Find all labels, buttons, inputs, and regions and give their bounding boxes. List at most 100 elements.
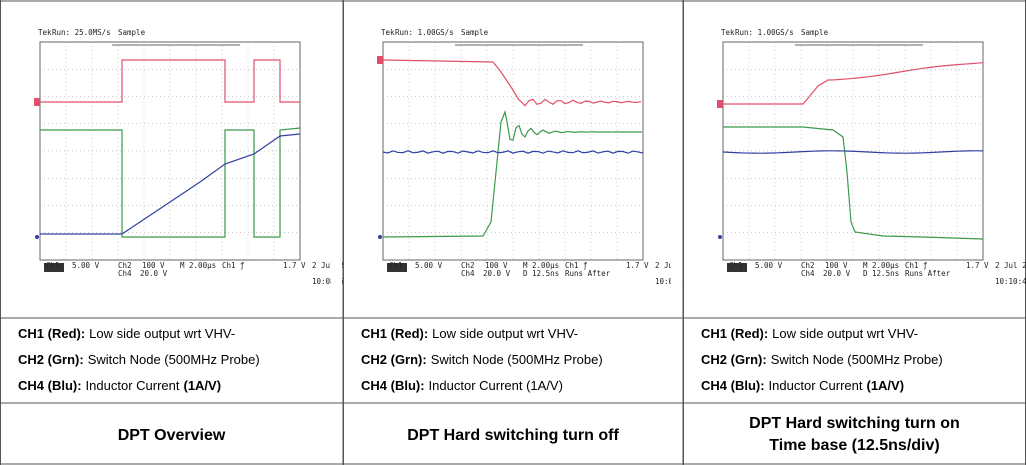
scope-readout: M 2.00µs bbox=[180, 261, 216, 270]
scope-readout: Tek bbox=[721, 28, 735, 37]
scope-readout: 10:10:4 bbox=[995, 277, 1026, 286]
scope-readout: 1.7 V bbox=[966, 261, 989, 270]
scope-readout: 10:08:5 bbox=[312, 277, 344, 286]
legend-label: CH4 (Blu): bbox=[361, 378, 425, 393]
channel-marker bbox=[377, 56, 383, 64]
scope-readout: Ch1 bbox=[389, 261, 403, 270]
legend-text: Low side output wrt VHV- bbox=[432, 326, 578, 341]
scope-readout: 2 Jul 20 bbox=[312, 261, 349, 270]
legend-label: CH2 (Grn): bbox=[361, 352, 427, 367]
trace bbox=[722, 150, 984, 154]
scope-readout: Ch2 bbox=[801, 261, 815, 270]
legend-line: CH1 (Red): Low side output wrt VHV- bbox=[361, 326, 578, 341]
readout-box bbox=[387, 263, 407, 272]
scope-readout: M 2.00µs bbox=[863, 261, 899, 270]
scope-readout: Ch1 ƒ bbox=[222, 261, 245, 270]
legend-note: (1A/V) bbox=[183, 378, 221, 393]
scope-readout: Tek bbox=[38, 28, 52, 37]
channel-marker bbox=[717, 100, 723, 108]
scope-readout: Run: 25.0MS/s bbox=[52, 28, 111, 37]
scope-readout: 20.0 V bbox=[483, 269, 511, 278]
scope-readout: Ch2 bbox=[118, 261, 132, 270]
scope-readout: Ch1 ƒ bbox=[905, 261, 928, 270]
legend-label: CH1 (Red): bbox=[361, 326, 428, 341]
scope-readout: Ch4 bbox=[801, 269, 815, 278]
legend-text: Switch Node (500MHz Probe) bbox=[88, 352, 260, 367]
scope-readout: Run: 1.00GS/s bbox=[735, 28, 794, 37]
readout-box bbox=[727, 263, 747, 272]
scope-readout: 1.7 V bbox=[283, 261, 306, 270]
column-gap bbox=[671, 260, 682, 317]
scope: Tek Run: 1.00GS/s Sample Ch1 5.00 V Ch2 100 V M… bbox=[344, 2, 692, 317]
channel-marker bbox=[34, 98, 40, 106]
legend-text: Switch Node (500MHz Probe) bbox=[431, 352, 603, 367]
column-gap bbox=[331, 260, 342, 317]
legend-text: Inductor Current bbox=[769, 378, 863, 393]
legend-label: CH2 (Grn): bbox=[18, 352, 84, 367]
scope-readout: 20.0 V bbox=[140, 269, 168, 278]
scope-readout: Sample bbox=[118, 28, 146, 37]
scope-readout: Ch1 ƒ bbox=[565, 261, 588, 270]
scope-readout: 100 V bbox=[485, 261, 508, 270]
scope-readout: Tek bbox=[381, 28, 395, 37]
scope-readout: 1.7 V bbox=[626, 261, 649, 270]
scope-readout: 5.00 V bbox=[72, 261, 100, 270]
scope-readout: Run: 1.00GS/s bbox=[395, 28, 454, 37]
scope-readout: Ch1 bbox=[729, 261, 743, 270]
caption: DPT Hard switching turn on bbox=[749, 415, 960, 432]
legend-text: Switch Node (500MHz Probe) bbox=[771, 352, 943, 367]
legend-label: CH1 (Red): bbox=[701, 326, 768, 341]
legend-text: Low side output wrt VHV- bbox=[772, 326, 918, 341]
scope-readout: M 2.00µs bbox=[523, 261, 559, 270]
legend-line: CH1 (Red): Low side output wrt VHV- bbox=[701, 326, 918, 341]
channel-marker bbox=[35, 235, 39, 239]
legend-text: Low side output wrt VHV- bbox=[89, 326, 235, 341]
legend-line: CH4 (Blu): Inductor Current (1A/V) bbox=[361, 378, 563, 393]
trace bbox=[382, 150, 644, 154]
caption: Time base (12.5ns/div) bbox=[769, 437, 939, 454]
caption: DPT Overview bbox=[118, 427, 226, 444]
scope: Tek Run: 1.00GS/s Sample Ch1 5.00 V Ch2 100 V M… bbox=[684, 2, 1026, 317]
channel-marker bbox=[378, 235, 382, 239]
trace bbox=[40, 59, 300, 103]
legend-note: (1A/V) bbox=[866, 378, 904, 393]
scope-readout: Sample bbox=[461, 28, 489, 37]
scope-readout: Ch1 bbox=[46, 261, 60, 270]
legend-label: CH4 (Blu): bbox=[18, 378, 82, 393]
legend-line: CH1 (Red): Low side output wrt VHV- bbox=[18, 326, 235, 341]
scope-readout: D 12.5ns bbox=[523, 269, 559, 278]
trace bbox=[382, 59, 642, 107]
scope-readout: D 12.5ns bbox=[863, 269, 899, 278]
legend-text: Inductor Current (1A/V) bbox=[429, 378, 563, 393]
scope-readout: Runs After bbox=[905, 269, 951, 278]
readout-box bbox=[44, 263, 64, 272]
channel-marker bbox=[718, 235, 722, 239]
legend-label: CH2 (Grn): bbox=[701, 352, 767, 367]
scope-readout: Runs After bbox=[565, 269, 611, 278]
legend-line: CH2 (Grn): Switch Node (500MHz Probe) bbox=[18, 352, 260, 367]
scope-readout: Ch2 bbox=[461, 261, 475, 270]
scope: Tek Run: 25.0MS/s Sample Ch1 5.00 V Ch2 100 V M… bbox=[1, 2, 349, 317]
scope-readout: 100 V bbox=[825, 261, 848, 270]
trace bbox=[723, 126, 984, 240]
legend-line: CH2 (Grn): Switch Node (500MHz Probe) bbox=[361, 352, 603, 367]
scope-readout: Ch4 bbox=[118, 269, 132, 278]
legend-label: CH1 (Red): bbox=[18, 326, 85, 341]
trace bbox=[40, 133, 301, 235]
scope-readout: 2 Jul 20 bbox=[995, 261, 1026, 270]
legend-line: CH4 (Blu): Inductor Current (1A/V) bbox=[18, 378, 221, 393]
trace bbox=[723, 62, 984, 105]
scope-readout: 100 V bbox=[142, 261, 165, 270]
scope-readout: 5.00 V bbox=[755, 261, 783, 270]
legend-line: CH2 (Grn): Switch Node (500MHz Probe) bbox=[701, 352, 943, 367]
legend-text: Inductor Current bbox=[86, 378, 180, 393]
trace bbox=[40, 127, 301, 238]
scope-readout: 20.0 V bbox=[823, 269, 851, 278]
legend-line: CH4 (Blu): Inductor Current (1A/V) bbox=[701, 378, 904, 393]
scope-readout: 5.00 V bbox=[415, 261, 443, 270]
trace bbox=[382, 109, 643, 238]
caption: DPT Hard switching turn off bbox=[407, 427, 619, 444]
scope-readout: Ch4 bbox=[461, 269, 475, 278]
scope-readout: Sample bbox=[801, 28, 829, 37]
